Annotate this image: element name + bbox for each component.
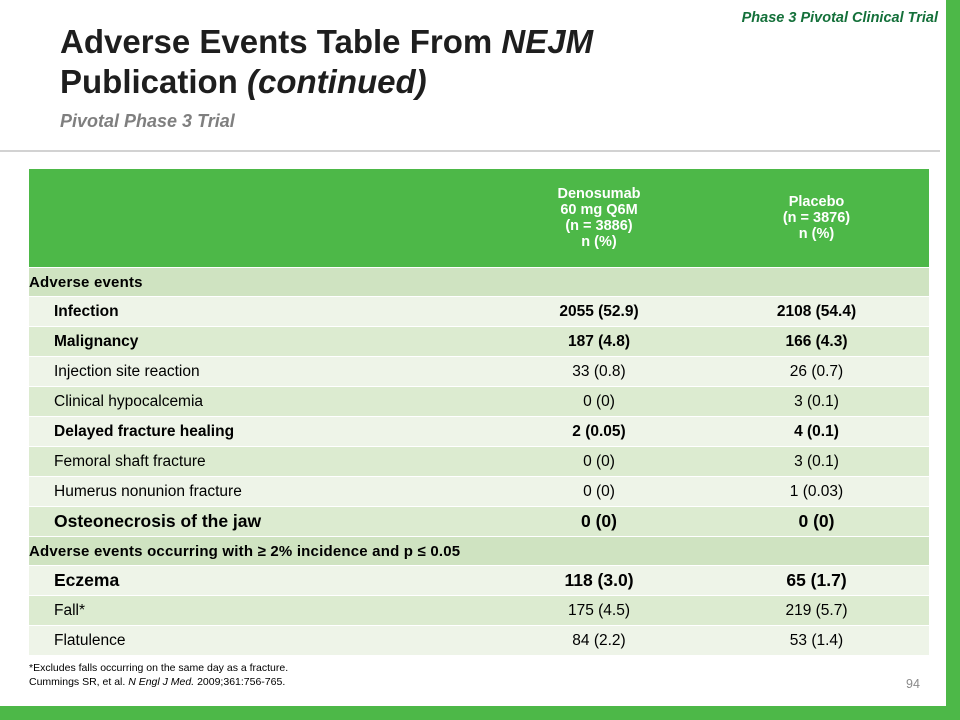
table-row: Infection 2055 (52.9) 2108 (54.4) [29,296,929,327]
row-label: Femoral shaft fracture [29,446,494,477]
row-label: Flatulence [29,625,494,655]
footnote: *Excludes falls occurring on the same da… [29,661,288,689]
placebo-value: 26 (0.7) [704,356,929,387]
table-row: Femoral shaft fracture 0 (0) 3 (0.1) [29,446,929,477]
denosumab-value: 0 (0) [494,506,704,537]
denosumab-value: 118 (3.0) [494,565,704,596]
denosumab-value: 0 (0) [494,446,704,477]
placebo-value: 0 (0) [704,506,929,537]
page-number: 94 [906,677,920,691]
citation-authors: Cummings SR, et al. [29,676,129,688]
denosumab-value: 2 (0.05) [494,416,704,447]
row-label: Infection [29,296,494,327]
footnote-exclusion: *Excludes falls occurring on the same da… [29,662,289,674]
right-accent-bar [946,0,960,720]
slide-subtitle: Pivotal Phase 3 Trial [60,111,235,131]
placebo-value: 3 (0.1) [704,446,929,477]
title-line1-italic: NEJM [501,23,594,60]
table-row: Malignancy 187 (4.8) 166 (4.3) [29,326,929,357]
footnote-citation: Cummings SR, et al. N Engl J Med. 2009;3… [29,675,288,689]
denosumab-value: 2055 (52.9) [494,296,704,327]
section-label: Adverse events occurring with ≥ 2% incid… [29,536,929,566]
table-row: Clinical hypocalcemia 0 (0) 3 (0.1) [29,386,929,417]
bottom-accent-bar [0,706,960,720]
table-row: Delayed fracture healing 2 (0.05) 4 (0.1… [29,416,929,447]
header-denosumab-line: n (%) [581,234,617,250]
table-header-row: Denosumab 60 mg Q6M (n = 3886) n (%) Pla… [29,169,929,268]
denosumab-value: 84 (2.2) [494,625,704,655]
header-placebo-line: Placebo [788,194,845,210]
placebo-value: 1 (0.03) [704,476,929,507]
table-row: Fall* 175 (4.5) 219 (5.7) [29,595,929,626]
table-row: Eczema 118 (3.0) 65 (1.7) [29,565,929,596]
header-placebo: Placebo (n = 3876) n (%) [704,169,929,268]
header-denosumab-line: 60 mg Q6M [560,202,638,218]
denosumab-value: 175 (4.5) [494,595,704,626]
denosumab-value: 33 (0.8) [494,356,704,387]
placebo-value: 2108 (54.4) [704,296,929,327]
header-placebo-line: (n = 3876) [782,210,851,226]
placebo-value: 4 (0.1) [704,416,929,447]
citation-journal: N Engl J Med. [128,676,195,688]
header-denosumab-line: (n = 3886) [565,218,633,234]
placebo-value: 166 (4.3) [704,326,929,357]
placebo-value: 53 (1.4) [704,625,929,655]
title-line2-italic: (continued) [247,63,427,100]
adverse-events-table: Denosumab 60 mg Q6M (n = 3886) n (%) Pla… [29,169,929,655]
row-label: Injection site reaction [29,356,494,387]
header-label-cell [29,169,494,268]
row-label: Fall* [29,595,494,626]
title-divider [0,150,940,152]
row-label: Humerus nonunion fracture [29,476,494,507]
section-row-incidence: Adverse events occurring with ≥ 2% incid… [29,536,929,566]
denosumab-value: 0 (0) [494,476,704,507]
row-label: Clinical hypocalcemia [29,386,494,417]
row-label: Eczema [29,565,494,596]
denosumab-value: 0 (0) [494,386,704,417]
table-row: Injection site reaction 33 (0.8) 26 (0.7… [29,356,929,387]
placebo-value: 3 (0.1) [704,386,929,417]
header-denosumab: Denosumab 60 mg Q6M (n = 3886) n (%) [494,169,704,268]
header-denosumab-line: Denosumab [557,186,641,202]
table-row: Flatulence 84 (2.2) 53 (1.4) [29,625,929,655]
row-label: Malignancy [29,326,494,357]
title-line2-text: Publication [60,63,248,100]
section-row-adverse-events: Adverse events [29,267,929,297]
denosumab-value: 187 (4.8) [494,326,704,357]
section-label: Adverse events [29,267,929,297]
citation-details: 2009;361:756-765. [194,676,286,688]
corner-label: Phase 3 Pivotal Clinical Trial [741,10,938,26]
table-row: Humerus nonunion fracture 0 (0) 1 (0.03) [29,476,929,507]
header-placebo-line: n (%) [798,226,835,242]
table-row: Osteonecrosis of the jaw 0 (0) 0 (0) [29,506,929,537]
row-label: Delayed fracture healing [29,416,494,447]
slide-title: Adverse Events Table From NEJM Publicati… [60,22,700,102]
row-label: Osteonecrosis of the jaw [29,506,494,537]
placebo-value: 219 (5.7) [704,595,929,626]
title-line1-text: Adverse Events Table From [60,23,502,60]
placebo-value: 65 (1.7) [704,565,929,596]
